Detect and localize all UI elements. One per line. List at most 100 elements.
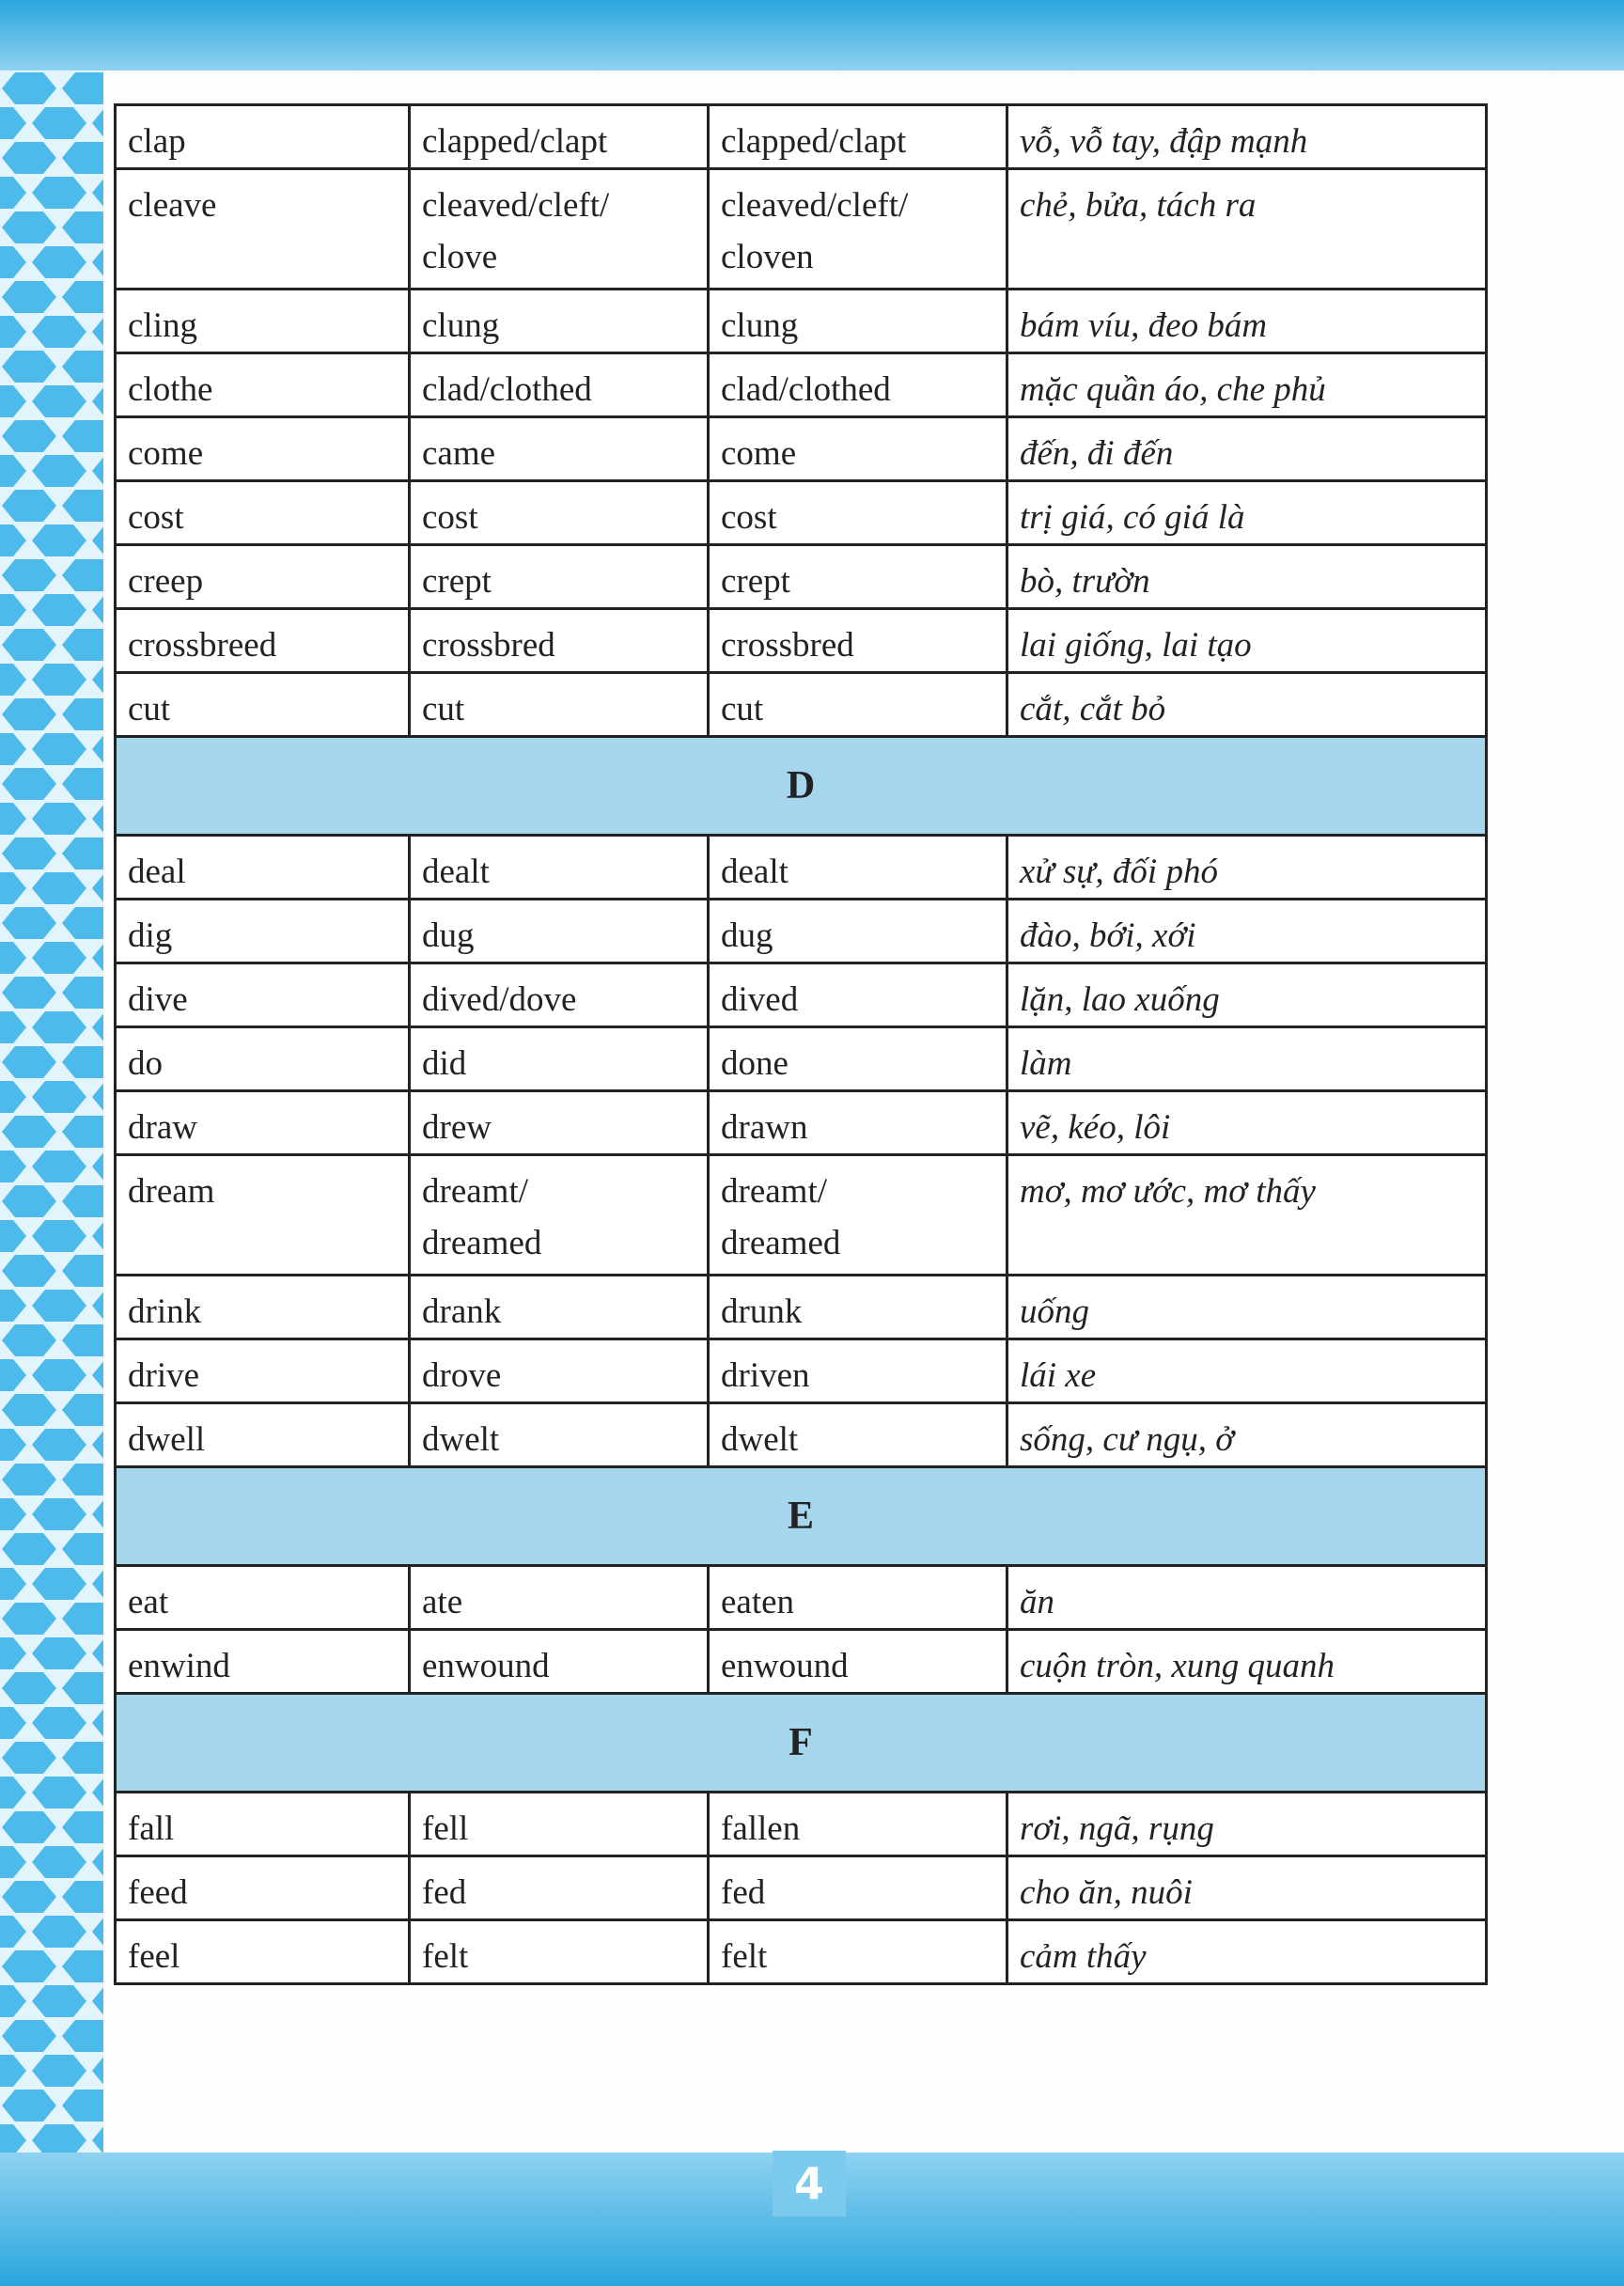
meaning: làm [1006,1026,1488,1092]
past-participle: enwound [707,1628,1008,1695]
past-participle: clung [707,288,1008,354]
meaning: lai giống, lai tạo [1006,607,1488,674]
past-simple: cut [408,671,710,738]
section-row: E [114,1465,1488,1567]
meaning: chẻ, bửa, tách ra [1006,167,1488,290]
past-simple: drank [408,1274,710,1340]
past-participle: felt [707,1918,1008,1985]
base-form: cleave [114,167,411,290]
meaning: rơi, ngã, rụng [1006,1791,1488,1857]
meaning: bò, trườn [1006,543,1488,610]
base-form: enwind [114,1628,411,1695]
verb-row: feel felt felt cảm thấy [114,1918,1488,1985]
base-form: clap [114,103,411,170]
verb-row: creep crept crept bò, trườn [114,543,1488,610]
base-form: drink [114,1274,411,1340]
past-simple: ate [408,1564,710,1631]
past-participle: clad/clothed [707,352,1008,418]
verb-row: feed fed fed cho ăn, nuôi [114,1855,1488,1921]
base-form: drive [114,1338,411,1404]
verb-table: clap clapped/clapt clapped/clapt vỗ, vỗ tay… [114,103,1488,1985]
verb-row: clap clapped/clapt clapped/clapt vỗ, vỗ tay… [114,103,1488,170]
past-simple: cost [408,479,710,546]
meaning: ăn [1006,1564,1488,1631]
past-participle: drawn [707,1089,1008,1156]
base-form: draw [114,1089,411,1156]
past-simple: did [408,1026,710,1092]
base-form: eat [114,1564,411,1631]
verb-row: deal dealt dealt xử sự, đối phó [114,834,1488,900]
verb-row: come came come đến, đi đến [114,415,1488,482]
section-row: D [114,735,1488,837]
past-participle: dealt [707,834,1008,900]
past-simple: clad/clothed [408,352,710,418]
past-simple: clapped/clapt [408,103,710,170]
past-simple: drove [408,1338,710,1404]
meaning: vỗ, vỗ tay, đập mạnh [1006,103,1488,170]
base-form: dive [114,962,411,1028]
meaning: đến, đi đến [1006,415,1488,482]
section-heading: E [114,1465,1488,1567]
verb-row: cost cost cost trị giá, có giá là [114,479,1488,546]
base-form: dream [114,1153,411,1276]
past-participle: cost [707,479,1008,546]
base-form: deal [114,834,411,900]
base-form: feed [114,1855,411,1921]
base-form: creep [114,543,411,610]
meaning: trị giá, có giá là [1006,479,1488,546]
base-form: cost [114,479,411,546]
meaning: đào, bới, xới [1006,898,1488,964]
base-form: cling [114,288,411,354]
meaning: cuộn tròn, xung quanh [1006,1628,1488,1695]
section-heading: D [114,735,1488,837]
verb-row: dream dreamt/ dreamed dreamt/ dreamed mơ, m… [114,1153,1488,1276]
verb-row: dive dived/dove dived lặn, lao xuống [114,962,1488,1028]
past-simple: came [408,415,710,482]
meaning: cảm thấy [1006,1918,1488,1985]
meaning: mặc quần áo, che phủ [1006,352,1488,418]
verb-row: enwind enwound enwound cuộn tròn, xung quan… [114,1628,1488,1695]
past-simple: clung [408,288,710,354]
base-form: come [114,415,411,482]
meaning: vẽ, kéo, lôi [1006,1089,1488,1156]
past-participle: dreamt/ dreamed [707,1153,1008,1276]
meaning: lặn, lao xuống [1006,962,1488,1028]
meaning: uống [1006,1274,1488,1340]
past-participle: fallen [707,1791,1008,1857]
meaning: mơ, mơ ước, mơ thấy [1006,1153,1488,1276]
past-simple: cleaved/cleft/ clove [408,167,710,290]
top-band [0,0,1624,70]
verb-row: dig dug dug đào, bới, xới [114,898,1488,964]
past-participle: fed [707,1855,1008,1921]
past-participle: come [707,415,1008,482]
meaning: bám víu, đeo bám [1006,288,1488,354]
past-simple: dreamt/ dreamed [408,1153,710,1276]
page-number: 4 [773,2151,846,2216]
past-simple: enwound [408,1628,710,1695]
past-simple: fed [408,1855,710,1921]
past-participle: cleaved/cleft/ cloven [707,167,1008,290]
past-participle: dug [707,898,1008,964]
section-heading: F [114,1692,1488,1793]
base-form: crossbreed [114,607,411,674]
base-form: feel [114,1918,411,1985]
past-simple: dived/dove [408,962,710,1028]
past-simple: crossbred [408,607,710,674]
meaning: lái xe [1006,1338,1488,1404]
past-simple: felt [408,1918,710,1985]
past-participle: cut [707,671,1008,738]
past-participle: driven [707,1338,1008,1404]
past-participle: dwelt [707,1401,1008,1468]
verb-row: cleave cleaved/cleft/ clove cleaved/cleft/… [114,167,1488,290]
meaning: xử sự, đối phó [1006,834,1488,900]
verb-row: eat ate eaten ăn [114,1564,1488,1631]
base-form: dwell [114,1401,411,1468]
past-participle: dived [707,962,1008,1028]
verb-row: drink drank drunk uống [114,1274,1488,1340]
past-simple: drew [408,1089,710,1156]
verb-row: do did done làm [114,1026,1488,1092]
past-simple: dealt [408,834,710,900]
meaning: sống, cư ngụ, ở [1006,1401,1488,1468]
past-participle: crept [707,543,1008,610]
past-simple: dwelt [408,1401,710,1468]
